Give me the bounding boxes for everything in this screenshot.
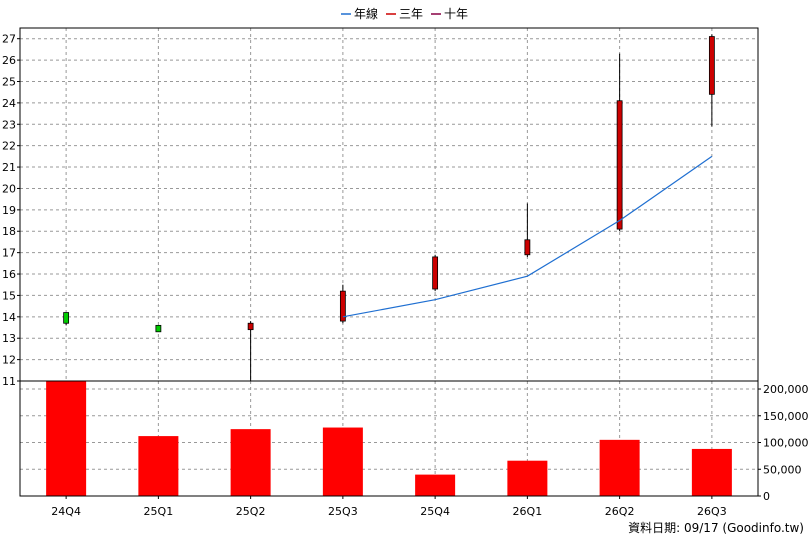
x-tick-label: 26Q2 [605, 505, 635, 518]
price-tick-label: 18 [2, 225, 16, 238]
ma-line-group [342, 155, 713, 318]
volume-bar [138, 436, 179, 496]
price-panel-frame [19, 27, 759, 382]
price-tick-label: 17 [2, 247, 16, 260]
legend: 年線 三年 十年 [341, 6, 468, 21]
volume-axis-ticks: 0 50,000 100,000 150,000 200,000 [758, 383, 808, 503]
x-tick-label: 25Q1 [144, 505, 174, 518]
price-tick-label: 11 [2, 375, 16, 388]
price-tick-label: 19 [2, 204, 16, 217]
price-tick-label: 14 [2, 311, 16, 324]
volume-bar [599, 439, 640, 496]
price-tick-label: 22 [2, 140, 16, 153]
x-tick-label: 26Q1 [513, 505, 543, 518]
price-tick-label: 12 [2, 354, 16, 367]
price-tick-label: 26 [2, 54, 16, 67]
volume-bar [46, 381, 87, 496]
volume-tick-label: 0 [763, 490, 770, 503]
volume-tick-label: 100,000 [763, 437, 808, 450]
price-tick-label: 25 [2, 75, 16, 88]
volume-bar [507, 460, 548, 496]
volume-bar [415, 474, 456, 496]
x-tick-label: 25Q4 [420, 505, 450, 518]
data-date-footer: 資料日期: 09/17 (Goodinfo.tw) [628, 521, 804, 535]
price-tick-label: 15 [2, 289, 16, 302]
price-tick-label: 27 [2, 33, 16, 46]
candle-body [247, 322, 254, 331]
price-tick-label: 23 [2, 118, 16, 131]
volume-tick-label: 50,000 [763, 463, 802, 476]
legend-label-ten-year: 十年 [444, 7, 468, 21]
candle-body [155, 324, 162, 333]
x-tick-label: 26Q3 [697, 505, 727, 518]
volume-tick-label: 150,000 [763, 410, 808, 423]
price-tick-label: 20 [2, 182, 16, 195]
candle-body [63, 312, 70, 324]
volume-panel-frame [19, 380, 759, 497]
volume-grid [20, 381, 758, 496]
x-tick-label: 24Q4 [51, 505, 81, 518]
price-tick-label: 13 [2, 332, 16, 345]
price-tick-label: 24 [2, 97, 16, 110]
volume-bar [322, 427, 363, 496]
candle-body [524, 239, 531, 256]
volume-bars [46, 381, 732, 496]
price-grid [20, 28, 758, 382]
x-tick-label: 25Q2 [236, 505, 266, 518]
volume-tick-label: 200,000 [763, 383, 808, 396]
year-line-series [342, 155, 713, 318]
candle-body [708, 36, 715, 95]
plot-frames [19, 27, 759, 497]
price-axis-ticks: 11 12 13 14 15 16 17 18 19 20 21 22 23 24 25 26 27 [2, 33, 20, 388]
candle-body [339, 290, 346, 322]
candle-body [432, 256, 439, 290]
x-axis-ticks: 24Q4 25Q1 25Q2 25Q3 25Q4 26Q1 26Q2 26Q3 [51, 496, 727, 518]
legend-label-three-year: 三年 [399, 7, 423, 21]
legend-label-year-line: 年線 [354, 6, 378, 21]
x-tick-label: 25Q3 [328, 505, 358, 518]
candle-body [616, 100, 623, 230]
price-tick-label: 16 [2, 268, 16, 281]
candles [63, 34, 715, 381]
volume-bar [230, 429, 271, 496]
volume-bar [691, 448, 732, 496]
price-tick-label: 21 [2, 161, 16, 174]
